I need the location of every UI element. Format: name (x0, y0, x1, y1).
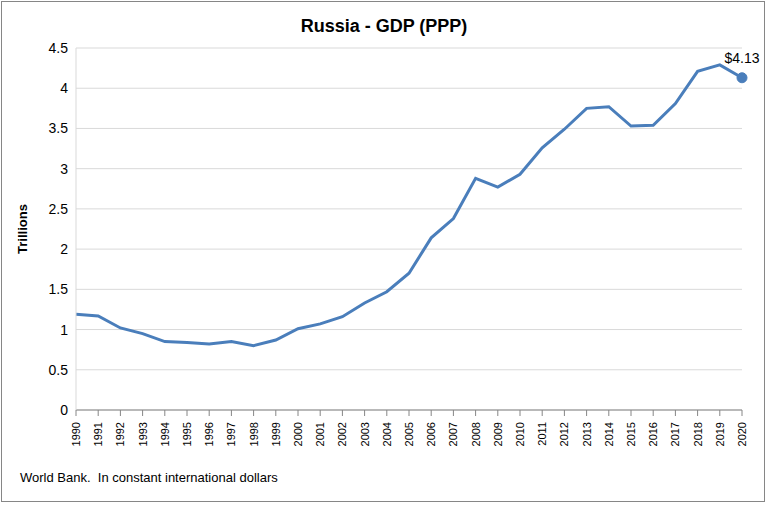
svg-text:1999: 1999 (270, 422, 282, 446)
svg-text:2: 2 (60, 241, 68, 257)
svg-text:2020: 2020 (736, 422, 748, 446)
svg-text:2004: 2004 (381, 422, 393, 446)
svg-text:1998: 1998 (248, 422, 260, 446)
svg-text:3.5: 3.5 (49, 120, 69, 136)
svg-text:2005: 2005 (403, 422, 415, 446)
svg-text:1.5: 1.5 (49, 281, 69, 297)
svg-text:1992: 1992 (114, 422, 126, 446)
svg-text:1993: 1993 (137, 422, 149, 446)
svg-text:1997: 1997 (225, 422, 237, 446)
svg-text:4.5: 4.5 (49, 40, 69, 56)
svg-text:1995: 1995 (181, 422, 193, 446)
svg-text:2007: 2007 (447, 422, 459, 446)
svg-text:Trillions: Trillions (15, 204, 30, 254)
svg-text:2011: 2011 (536, 422, 548, 446)
svg-text:2002: 2002 (336, 422, 348, 446)
svg-text:1994: 1994 (159, 422, 171, 446)
svg-text:2000: 2000 (292, 422, 304, 446)
svg-text:1996: 1996 (203, 422, 215, 446)
svg-text:2006: 2006 (425, 422, 437, 446)
html-text:Russia - GDP (PPP): Russia - GDP (PPP) (300, 16, 468, 36)
svg-text:$4.13: $4.13 (724, 50, 759, 66)
html-text:World Bank. In constant intern: World Bank. In constant international do… (20, 470, 278, 485)
svg-text:2015: 2015 (625, 422, 637, 446)
svg-text:0: 0 (60, 402, 68, 418)
svg-text:2014: 2014 (603, 422, 615, 446)
svg-text:2009: 2009 (492, 422, 504, 446)
svg-text:2017: 2017 (669, 422, 681, 446)
svg-text:1991: 1991 (92, 422, 104, 446)
svg-text:2012: 2012 (558, 422, 570, 446)
svg-text:2001: 2001 (314, 422, 326, 446)
svg-text:2008: 2008 (470, 422, 482, 446)
svg-text:2.5: 2.5 (49, 201, 69, 217)
svg-text:2016: 2016 (647, 422, 659, 446)
svg-text:2010: 2010 (514, 422, 526, 446)
svg-text:2013: 2013 (581, 422, 593, 446)
svg-text:1990: 1990 (70, 422, 82, 446)
svg-text:2019: 2019 (714, 422, 726, 446)
svg-text:0.5: 0.5 (49, 362, 69, 378)
svg-text:4: 4 (60, 80, 68, 96)
svg-text:1: 1 (60, 322, 68, 338)
svg-text:2018: 2018 (692, 422, 704, 446)
svg-text:3: 3 (60, 161, 68, 177)
svg-text:2003: 2003 (359, 422, 371, 446)
